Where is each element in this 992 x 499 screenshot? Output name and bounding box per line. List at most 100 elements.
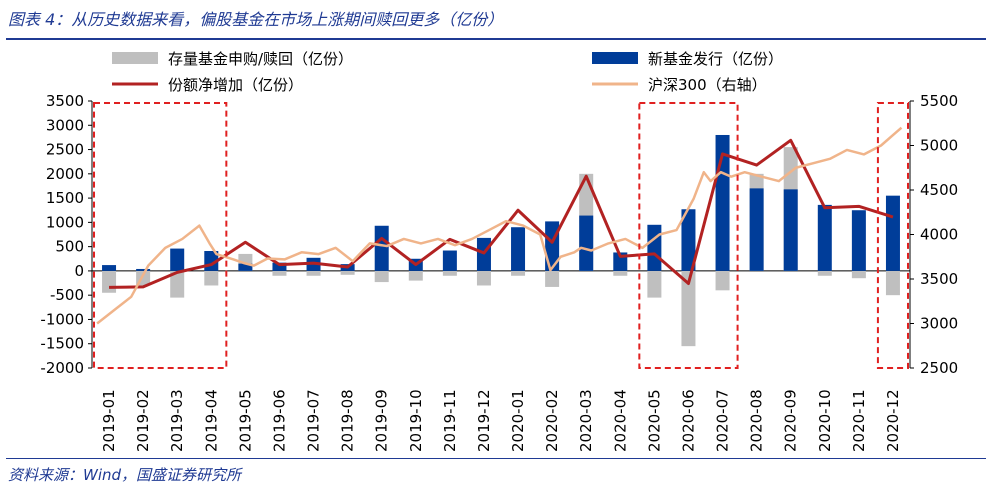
legend-label-net-increase: 份额净增加（亿份） (168, 76, 303, 94)
bar-stock-fund (613, 270, 628, 276)
bar-new-fund (817, 204, 832, 271)
x-tick-label: 2020-12 (884, 389, 902, 452)
x-tick-label: 2019-12 (475, 389, 493, 452)
x-tick-label: 2020-10 (816, 389, 834, 452)
x-tick-label: 2019-03 (168, 389, 186, 452)
highlight-box (93, 102, 228, 369)
y-tick-label: 500 (55, 238, 84, 256)
y-tick-label: -2000 (40, 359, 84, 377)
x-tick-label: 2019-11 (441, 389, 459, 452)
x-tick-label: 2019-02 (134, 389, 152, 452)
x-tick-label: 2019-05 (236, 389, 254, 452)
highlight-box (876, 102, 910, 369)
bar-stock-fund (102, 270, 117, 293)
x-tick-label: 2020-06 (679, 389, 697, 452)
x-tick-label: 2020-08 (748, 389, 766, 452)
bar-stock-fund (817, 270, 832, 276)
bar-stock-fund (306, 270, 321, 276)
legend-label-stock-fund: 存量基金申购/赎回（亿份） (168, 50, 353, 68)
bar-new-fund (170, 248, 185, 271)
bar-new-fund (511, 227, 526, 271)
bar-stock-fund (715, 270, 730, 291)
y-tick-label: 3500 (46, 92, 84, 110)
x-tick-label: 2020-05 (645, 389, 663, 452)
y-tick-label: 0 (74, 262, 84, 280)
highlight-box (638, 102, 739, 369)
chart-svg: 存量基金申购/赎回（亿份） 新基金发行（亿份） 份额净增加（亿份） 沪深300（… (40, 50, 958, 452)
x-tick-label: 2020-07 (714, 389, 732, 452)
legend-swatch-new-fund (592, 52, 638, 64)
x-tick-label: 2020-02 (543, 389, 561, 452)
bar-new-fund (238, 263, 253, 271)
legend-swatch-stock-fund (112, 52, 158, 64)
line-hs300 (96, 126, 903, 325)
y2-tick-label: 5500 (920, 92, 958, 110)
x-tick-label: 2020-01 (509, 389, 527, 452)
bar-new-fund (374, 225, 389, 271)
y-tick-label: 1000 (46, 213, 84, 231)
x-tick-label: 2020-11 (850, 389, 868, 452)
bar-new-fund (851, 210, 866, 271)
line-net-increase (109, 138, 894, 289)
legend: 存量基金申购/赎回（亿份） 新基金发行（亿份） 份额净增加（亿份） 沪深300（… (112, 50, 783, 94)
bar-stock-fund (476, 270, 491, 286)
bar-new-fund (681, 209, 696, 271)
legend-item-hs300: 沪深300（右轴） (592, 76, 767, 94)
bar-new-fund (579, 215, 594, 271)
bar-new-fund (272, 262, 287, 271)
x-tick-label: 2020-03 (577, 389, 595, 452)
bar-new-fund (783, 189, 798, 271)
bar-stock-fund (170, 270, 185, 298)
y-tick-label: 2500 (46, 141, 84, 159)
bar-stock-fund (851, 270, 866, 279)
bar-new-fund (136, 268, 151, 271)
x-tick-label: 2019-04 (202, 389, 220, 452)
legend-item-stock-fund: 存量基金申购/赎回（亿份） (112, 50, 353, 68)
bar-stock-fund (408, 270, 423, 281)
y-tick-label: 2000 (46, 165, 84, 183)
bar-new-fund (102, 265, 117, 271)
x-tick-label: 2019-01 (100, 389, 118, 452)
y-tick-label: 1500 (46, 189, 84, 207)
y2-tick-label: 3500 (920, 270, 958, 288)
bar-new-fund (885, 195, 900, 271)
bar-stock-fund (545, 270, 560, 287)
bar-stock-fund (511, 270, 526, 276)
y2-tick-label: 4000 (920, 226, 958, 244)
bar-new-fund (647, 224, 662, 271)
x-tick-label: 2019-06 (270, 389, 288, 452)
plot-area: 3500300025002000150010005000-500-1000-15… (40, 92, 958, 452)
x-tick-label: 2019-08 (339, 389, 357, 452)
y-tick-label: 3000 (46, 116, 84, 134)
source-note: 资料来源：Wind，国盛证券研究所 (8, 466, 242, 484)
x-tick-label: 2020-04 (611, 389, 629, 452)
y-tick-label: -500 (50, 286, 84, 304)
y-tick-label: -1000 (40, 310, 84, 328)
bar-stock-fund (442, 270, 457, 276)
chart-title: 图表 4：从历史数据来看，偏股基金在市场上涨期间赎回更多（亿份） (8, 10, 504, 29)
y-tick-label: -1500 (40, 335, 84, 353)
legend-item-net-increase: 份额净增加（亿份） (112, 76, 303, 94)
bar-new-fund (749, 188, 764, 271)
title-divider (6, 38, 986, 40)
x-tick-label: 2019-10 (407, 389, 425, 452)
y2-tick-label: 5000 (920, 137, 958, 155)
bar-stock-fund (272, 270, 287, 276)
bar-new-fund (442, 250, 457, 271)
legend-item-new-fund: 新基金发行（亿份） (592, 50, 783, 68)
y2-tick-label: 4500 (920, 181, 958, 199)
legend-label-new-fund: 新基金发行（亿份） (648, 50, 783, 68)
y2-tick-label: 3000 (920, 315, 958, 333)
x-tick-label: 2020-09 (782, 389, 800, 452)
bar-stock-fund (340, 270, 355, 275)
y2-tick-label: 2500 (920, 359, 958, 377)
legend-label-hs300: 沪深300（右轴） (648, 76, 767, 94)
source-divider (6, 458, 986, 459)
bar-stock-fund (647, 270, 662, 298)
bar-stock-fund (885, 270, 900, 296)
bar-stock-fund (681, 270, 696, 347)
bar-stock-fund (374, 270, 389, 283)
bar-stock-fund (204, 270, 219, 286)
x-tick-label: 2019-09 (373, 389, 391, 452)
